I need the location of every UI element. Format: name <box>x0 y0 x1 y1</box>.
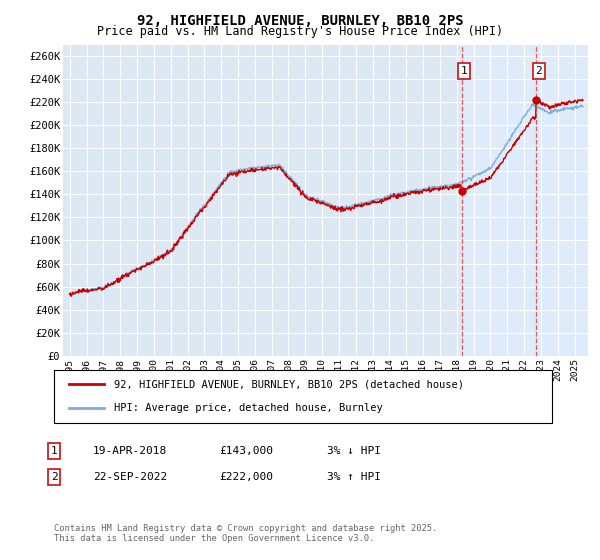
Text: 1: 1 <box>461 66 467 76</box>
Text: 2: 2 <box>535 66 542 76</box>
Text: 22-SEP-2022: 22-SEP-2022 <box>93 472 167 482</box>
Text: 92, HIGHFIELD AVENUE, BURNLEY, BB10 2PS: 92, HIGHFIELD AVENUE, BURNLEY, BB10 2PS <box>137 14 463 28</box>
Text: 3% ↓ HPI: 3% ↓ HPI <box>327 446 381 456</box>
Text: 2: 2 <box>50 472 58 482</box>
FancyBboxPatch shape <box>54 370 552 423</box>
Text: £222,000: £222,000 <box>219 472 273 482</box>
Text: £143,000: £143,000 <box>219 446 273 456</box>
Bar <box>461 45 588 356</box>
Text: 19-APR-2018: 19-APR-2018 <box>93 446 167 456</box>
Text: 92, HIGHFIELD AVENUE, BURNLEY, BB10 2PS (detached house): 92, HIGHFIELD AVENUE, BURNLEY, BB10 2PS … <box>114 380 464 390</box>
Text: 3% ↑ HPI: 3% ↑ HPI <box>327 472 381 482</box>
Text: 1: 1 <box>50 446 58 456</box>
Text: Price paid vs. HM Land Registry's House Price Index (HPI): Price paid vs. HM Land Registry's House … <box>97 25 503 38</box>
Text: Contains HM Land Registry data © Crown copyright and database right 2025.
This d: Contains HM Land Registry data © Crown c… <box>54 524 437 543</box>
Text: HPI: Average price, detached house, Burnley: HPI: Average price, detached house, Burn… <box>114 403 383 413</box>
